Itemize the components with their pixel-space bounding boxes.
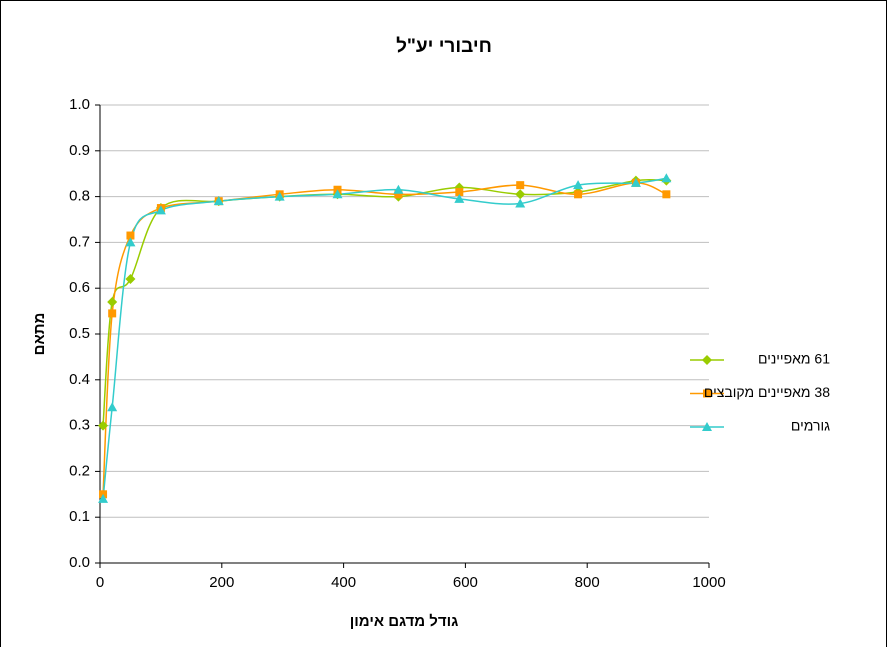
marker <box>455 188 464 197</box>
y-tick-label: 0.4 <box>69 371 90 388</box>
marker <box>574 190 583 199</box>
marker <box>573 180 584 190</box>
y-axis-label: מתאם <box>31 313 48 356</box>
marker <box>107 402 118 412</box>
marker <box>125 237 136 247</box>
x-tick-label: 400 <box>331 574 356 591</box>
marker <box>126 231 135 240</box>
x-tick-label: 1000 <box>692 574 725 591</box>
y-tick-label: 0.9 <box>69 142 90 159</box>
marker <box>516 181 525 190</box>
marker <box>98 420 109 431</box>
x-axis-label: גודל מדגם אימון <box>350 613 459 630</box>
x-tick-label: 800 <box>575 574 600 591</box>
y-tick-label: 0.3 <box>69 417 90 434</box>
y-tick-label: 1.0 <box>69 96 90 113</box>
legend-marker <box>703 389 711 398</box>
marker <box>662 190 671 199</box>
marker <box>332 189 343 199</box>
marker <box>630 177 641 187</box>
marker <box>213 196 224 206</box>
marker <box>155 205 166 215</box>
marker <box>454 193 465 203</box>
marker <box>274 191 285 201</box>
legend-label: 38 מאפיינים מקובצים <box>704 384 830 400</box>
marker <box>98 493 109 503</box>
y-tick-label: 0.0 <box>69 554 90 571</box>
marker <box>125 274 136 285</box>
legend-marker <box>702 422 712 431</box>
legend-label: גורמים <box>791 418 830 434</box>
y-tick-label: 0.8 <box>69 188 90 205</box>
y-tick-label: 0.7 <box>69 233 90 250</box>
marker <box>515 189 526 200</box>
marker <box>515 198 526 208</box>
legend-marker <box>702 355 712 365</box>
marker <box>107 296 118 307</box>
marker <box>393 184 404 194</box>
legend-label: 61 מאפיינים <box>758 351 830 367</box>
marker <box>108 309 117 318</box>
chart-title: חיבורי יע"ל <box>396 36 492 57</box>
marker <box>661 173 672 183</box>
x-tick-label: 600 <box>453 574 478 591</box>
y-tick-label: 0.5 <box>69 325 90 342</box>
x-tick-label: 0 <box>96 574 104 591</box>
y-tick-label: 0.6 <box>69 279 90 296</box>
y-tick-label: 0.1 <box>69 508 90 525</box>
x-tick-label: 200 <box>209 574 234 591</box>
y-tick-label: 0.2 <box>69 462 90 479</box>
